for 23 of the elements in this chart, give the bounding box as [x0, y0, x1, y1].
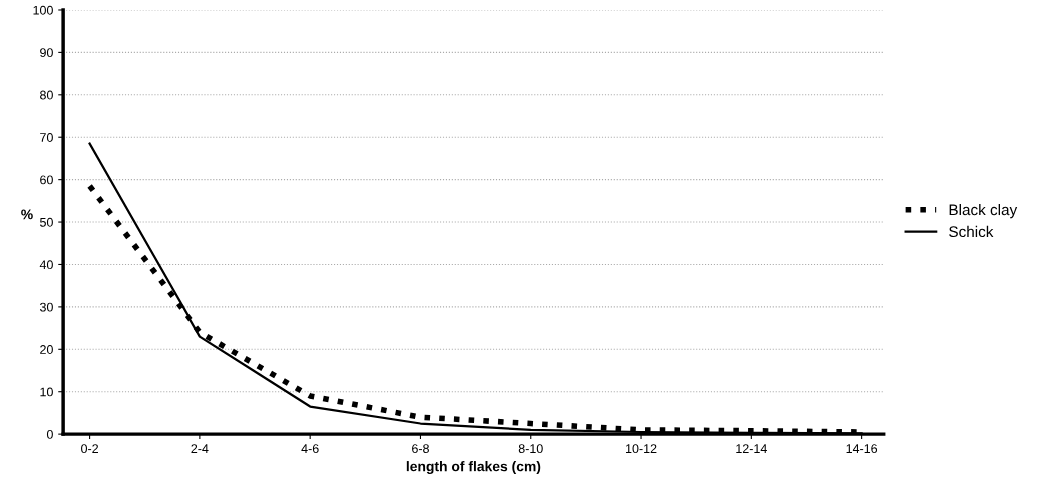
y-tick-label: 10	[40, 387, 53, 397]
y-tick-label: 40	[39, 260, 53, 270]
x-tick-label: 8-10	[518, 444, 543, 454]
y-tick-label: 90	[40, 48, 53, 58]
x-tick-label: 0-2	[81, 444, 98, 454]
y-axis-title: %	[21, 209, 33, 220]
x-tick-label: 12-14	[736, 444, 767, 453]
y-tick-label: 80	[40, 90, 53, 100]
y-tick-label: 100	[33, 5, 53, 15]
y-tick-label: 50	[40, 217, 53, 227]
y-tick-label: 0	[46, 429, 53, 439]
x-tick-label: 2-4	[191, 444, 209, 453]
legend-label: Black clay	[949, 203, 1018, 219]
legend-label: Schick	[949, 225, 994, 238]
x-axis-title: length of flakes (cm)	[406, 461, 541, 475]
x-tick-label: 4-6	[301, 444, 319, 454]
y-tick-label: 70	[40, 133, 53, 142]
x-tick-label: 14-16	[846, 444, 878, 454]
x-tick-label: 6-8	[412, 444, 429, 454]
y-tick-label: 20	[40, 345, 53, 354]
y-tick-label: 60	[40, 175, 53, 185]
y-tick-label: 30	[39, 302, 53, 312]
x-tick-label: 10-12	[626, 444, 657, 454]
